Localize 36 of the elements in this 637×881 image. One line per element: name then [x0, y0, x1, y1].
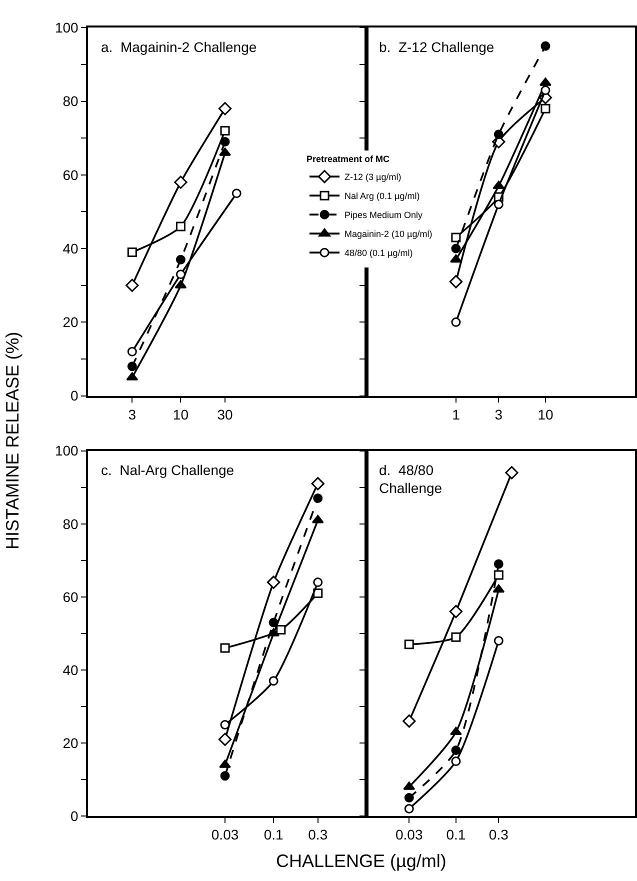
- legend-label: 48/80 (0.1 µg/ml): [344, 248, 413, 258]
- x-tick-label: 30: [217, 406, 234, 422]
- legend-label: Magainin-2 (10 µg/ml): [344, 229, 432, 240]
- legend-label: Z-12 (3 µg/ml): [344, 172, 402, 182]
- y-tick-label: 60: [62, 588, 79, 605]
- text: c. Nal-Arg Challenge: [101, 462, 234, 478]
- y-tick-label: 80: [62, 516, 79, 532]
- x-tick-label: 0.03: [211, 826, 239, 843]
- x-tick-label: 10: [172, 406, 189, 422]
- x-tick-label: 3: [494, 406, 503, 422]
- y-axis-title: HISTAMINE RELEASE (%): [2, 332, 22, 550]
- x-tick-label: 0.1: [446, 826, 466, 843]
- x-tick-label: 0.03: [396, 826, 423, 843]
- x-tick-label: 10: [538, 406, 554, 422]
- text: b. Z-12 Challenge: [379, 39, 494, 55]
- x-tick-label: 0.1: [264, 826, 284, 843]
- y-tick-label: 80: [62, 93, 79, 110]
- legend-title: Pretreatment of MC: [306, 154, 390, 164]
- y-tick-label: 0: [70, 388, 79, 404]
- x-tick-label: 0.3: [308, 826, 328, 843]
- text: d. 48/80 Challenge: [379, 462, 442, 496]
- y-tick-label: 20: [62, 314, 79, 330]
- x-tick-label: 1: [452, 406, 460, 422]
- text: a. Magainin-2 Challenge: [101, 39, 257, 55]
- x-tick-label: 3: [128, 406, 136, 422]
- x-tick-label: 0.3: [488, 826, 509, 843]
- y-tick-label: 20: [62, 734, 79, 751]
- y-tick-label: 40: [62, 662, 79, 678]
- y-tick-label: 0: [70, 808, 79, 824]
- y-tick-label: 60: [62, 166, 79, 183]
- legend-label: Pipes Medium Only: [344, 210, 424, 220]
- y-tick-label: 40: [62, 240, 79, 256]
- x-axis-title: CHALLENGE (µg/ml): [276, 851, 446, 871]
- y-tick-label: 100: [54, 442, 79, 459]
- y-tick-label: 100: [54, 20, 79, 36]
- legend-label: Nal Arg (0.1 µg/ml): [344, 191, 420, 202]
